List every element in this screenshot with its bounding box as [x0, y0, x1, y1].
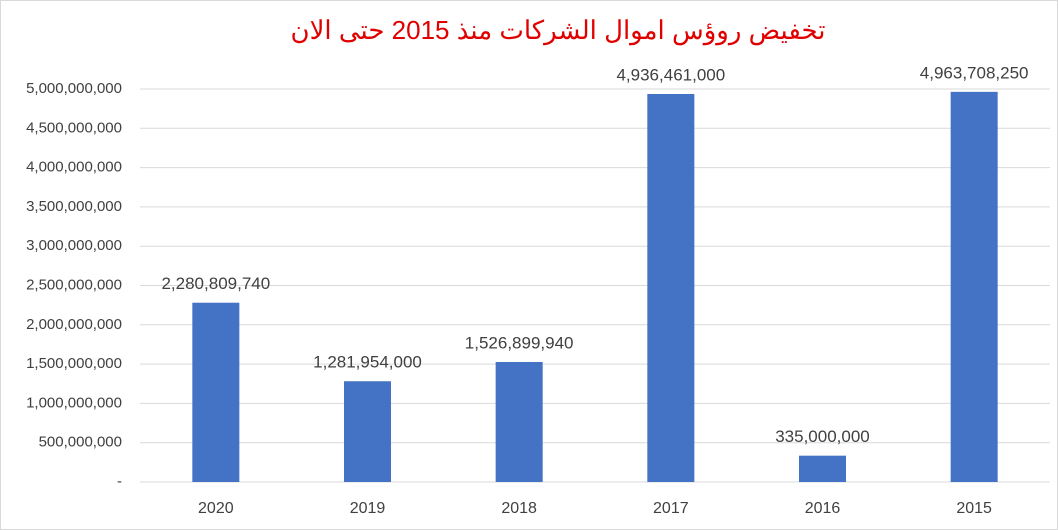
data-label: 1,526,899,940 — [465, 333, 574, 352]
y-tick-label: - — [117, 473, 122, 490]
y-tick-label: 1,500,000,000 — [26, 355, 122, 372]
x-tick-label: 2016 — [805, 500, 841, 517]
y-tick-label: 4,500,000,000 — [26, 119, 122, 136]
data-label: 1,281,954,000 — [313, 353, 422, 372]
bar — [495, 361, 543, 482]
x-tick-label: 2020 — [198, 500, 234, 517]
y-tick-label: 2,500,000,000 — [26, 276, 122, 293]
y-tick-label: 3,000,000,000 — [26, 237, 122, 254]
bar — [798, 455, 847, 482]
x-tick-label: 2019 — [350, 500, 386, 517]
y-tick-label: 4,000,000,000 — [26, 159, 122, 176]
x-tick-label: 2015 — [956, 500, 992, 517]
y-tick-label: 2,000,000,000 — [26, 316, 122, 333]
y-tick-label: 1,000,000,000 — [26, 394, 122, 411]
y-tick-label: 3,500,000,000 — [26, 198, 122, 215]
bar — [950, 91, 998, 482]
y-tick-label: 500,000,000 — [39, 434, 122, 451]
bar — [343, 381, 392, 482]
data-label: 4,963,708,250 — [920, 63, 1029, 82]
x-tick-label: 2017 — [653, 500, 689, 517]
chart-title: تخفيض روؤس اموال الشركات منذ 2015 حتى ال… — [290, 15, 825, 46]
y-tick-label: 5,000,000,000 — [26, 80, 122, 97]
data-label: 335,000,000 — [775, 427, 870, 446]
bar — [647, 93, 695, 482]
data-label: 4,936,461,000 — [616, 65, 725, 84]
bar — [192, 302, 240, 482]
data-label: 2,280,809,740 — [161, 274, 270, 293]
x-tick-label: 2018 — [501, 500, 537, 517]
